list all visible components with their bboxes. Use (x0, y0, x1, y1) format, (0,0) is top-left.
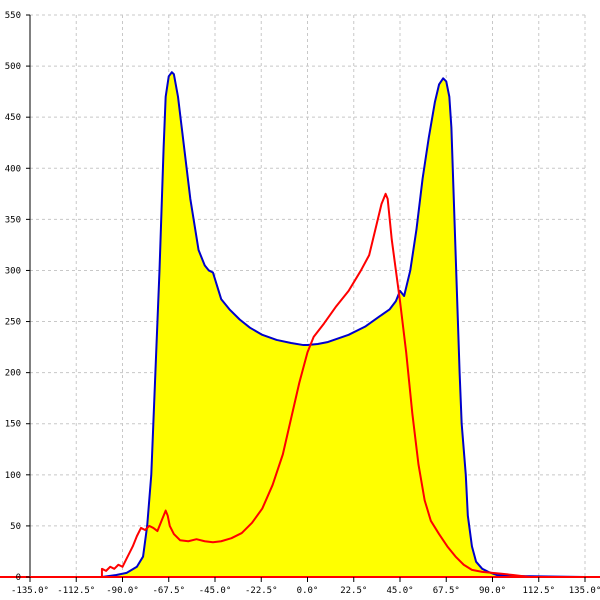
y-tick-label: 350 (5, 215, 21, 225)
series-1-line (30, 192, 585, 578)
y-tick-label: 300 (5, 266, 21, 276)
x-tick-label: 112.5° (522, 586, 555, 596)
y-tick-label: 50 (10, 522, 21, 532)
y-tick-label: 0 (16, 573, 21, 583)
x-tick-label: -90.0° (106, 586, 139, 596)
x-tick-label: -67.5° (152, 586, 185, 596)
x-tick-label: 90.0° (479, 586, 506, 596)
x-tick-label: -135.0° (11, 586, 49, 596)
x-tick-label: 67.5° (433, 586, 460, 596)
y-tick-label: 400 (5, 164, 21, 174)
x-tick-label: 135.0° (569, 586, 600, 596)
series-lines-layer (30, 71, 586, 578)
x-tick-label: -22.5° (245, 586, 278, 596)
y-tick-label: 550 (5, 11, 21, 21)
y-tick-label: 200 (5, 369, 21, 379)
x-tick-label: -45.0° (199, 586, 232, 596)
x-tick-label: 0.0° (297, 586, 319, 596)
y-tick-label: 450 (5, 113, 21, 123)
x-tick-label: 22.5° (340, 586, 367, 596)
area-fill-layer (30, 72, 585, 577)
y-tick-label: 150 (5, 420, 21, 430)
y-tick-label: 100 (5, 471, 21, 481)
y-tick-label: 250 (5, 318, 21, 328)
x-tick-label: -112.5° (57, 586, 95, 596)
series-0-line (30, 71, 586, 578)
y-tick-label: 500 (5, 62, 21, 72)
x-tick-label: 45.0° (386, 586, 413, 596)
series-0-area (30, 72, 585, 577)
tick-labels: -135.0° -112.5° -90.0° -67.5° -45.0° -22.5° 0.… (5, 11, 600, 596)
axes (0, 14, 600, 582)
